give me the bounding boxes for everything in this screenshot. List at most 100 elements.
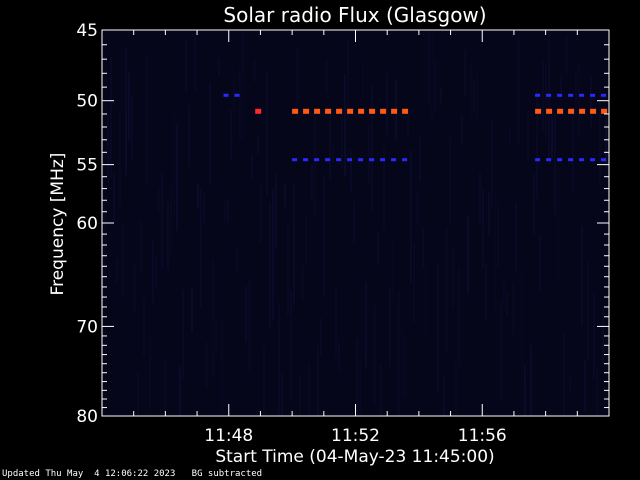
emission-dash [314, 109, 320, 114]
noise-streak [353, 201, 355, 244]
noise-streak [374, 305, 376, 405]
noise-streak [587, 261, 589, 361]
weak-emission-dash [601, 94, 606, 97]
noise-streak [128, 72, 130, 140]
emission-dash [380, 109, 386, 114]
noise-streak [308, 363, 310, 416]
weak-emission-dash [535, 158, 540, 161]
noise-streak [155, 257, 157, 288]
noise-streak [560, 76, 562, 93]
noise-streak [173, 112, 175, 216]
noise-streak [407, 115, 409, 136]
noise-streak [149, 337, 151, 408]
weak-emission-dash [579, 94, 584, 97]
noise-streak [512, 282, 514, 335]
noise-streak [134, 263, 136, 312]
x-axis-label: Start Time (04-May-23 11:45:00) [215, 447, 494, 467]
noise-streak [224, 202, 226, 223]
noise-streak [218, 58, 220, 76]
y-tick-label: 60 [76, 214, 98, 234]
noise-streak [452, 249, 454, 308]
weak-emission-dash [557, 94, 562, 97]
noise-streak [449, 138, 451, 227]
emission-dash [402, 109, 408, 114]
noise-streak [446, 228, 448, 353]
noise-streak [461, 115, 463, 145]
noise-streak [566, 36, 568, 73]
noise-streak [563, 332, 565, 416]
noise-streak [593, 294, 595, 379]
noise-streak [272, 189, 274, 320]
emission-dash [369, 109, 375, 114]
noise-streak [491, 119, 493, 208]
bg-subtracted-note: BG subtracted [192, 469, 262, 479]
noise-streak [479, 173, 481, 225]
noise-streak [326, 60, 328, 95]
noise-streak [419, 137, 421, 181]
noise-streak [344, 74, 346, 176]
x-tick-label: 11:52 [331, 426, 380, 446]
noise-streak [269, 203, 271, 327]
noise-streak [242, 33, 244, 139]
emission-dash [292, 109, 298, 114]
weak-emission-dash [358, 158, 363, 161]
weak-emission-dash [402, 158, 407, 161]
noise-streak [548, 31, 550, 163]
noise-streak [158, 186, 160, 212]
emission-dash [358, 109, 364, 114]
noise-streak [539, 235, 541, 291]
noise-streak [518, 36, 520, 145]
weak-emission-dash [235, 94, 240, 97]
noise-streak [578, 62, 580, 136]
noise-streak [458, 267, 460, 367]
weak-emission-dash [579, 158, 584, 161]
noise-streak [185, 38, 187, 92]
weak-emission-dash [546, 94, 551, 97]
noise-streak [254, 59, 256, 82]
noise-streak [152, 239, 154, 302]
noise-streak [275, 174, 277, 249]
x-tick-label: 11:48 [204, 426, 253, 446]
noise-streak [356, 338, 358, 416]
noise-streak [596, 366, 598, 416]
noise-streak [188, 105, 190, 167]
noise-streak [404, 339, 406, 395]
emission-dash [557, 109, 563, 114]
y-tick-label: 55 [76, 156, 98, 176]
noise-streak [497, 202, 499, 267]
noise-streak [464, 50, 466, 96]
noise-streak [500, 301, 502, 399]
noise-streak [389, 288, 391, 366]
noise-streak [230, 110, 232, 161]
noise-streak [554, 113, 556, 215]
y-tick-label: 50 [76, 92, 98, 112]
noise-streak [191, 286, 193, 333]
emission-dash [590, 109, 596, 114]
y-tick-label: 70 [76, 317, 98, 337]
noise-streak [584, 360, 586, 411]
noise-streak [572, 109, 574, 192]
noise-streak [494, 190, 496, 309]
noise-streak [545, 61, 547, 138]
noise-streak [590, 75, 592, 129]
noise-streak [551, 116, 553, 160]
noise-streak [164, 362, 166, 416]
weak-emission-dash [325, 158, 330, 161]
noise-streak [350, 150, 352, 193]
weak-emission-dash [535, 94, 540, 97]
weak-emission-dash [380, 158, 385, 161]
noise-streak [248, 279, 250, 371]
updated-timestamp: Updated Thu May 4 12:06:22 2023 [2, 469, 175, 479]
noise-streak [179, 366, 181, 416]
noise-streak [212, 259, 214, 378]
noise-streak [365, 281, 367, 367]
noise-streak [281, 374, 283, 416]
noise-streak [110, 57, 112, 177]
noise-streak [176, 124, 178, 231]
emission-dash [546, 109, 552, 114]
noise-streak [485, 263, 487, 321]
noise-streak [119, 112, 121, 208]
noise-streak [167, 202, 169, 270]
noise-streak [293, 184, 295, 305]
noise-streak [203, 193, 205, 223]
